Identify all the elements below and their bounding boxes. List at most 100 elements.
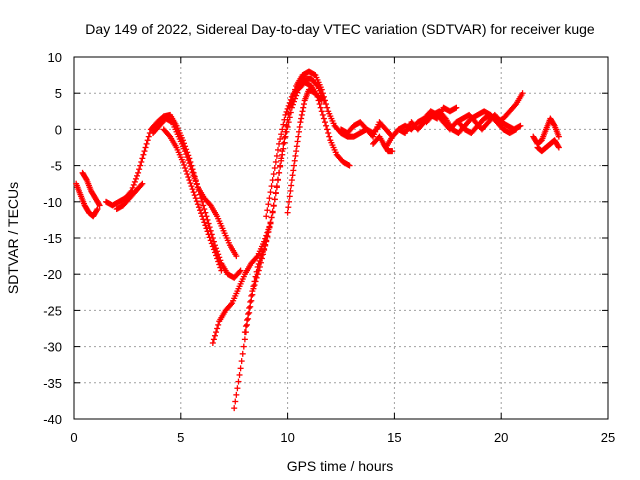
- data-point: [237, 267, 244, 274]
- data-point: [317, 96, 324, 103]
- data-point: [313, 81, 320, 88]
- data-point: [297, 119, 304, 126]
- data-point: [139, 180, 146, 187]
- data-point: [281, 116, 288, 123]
- data-point: [255, 260, 262, 267]
- data-point: [513, 126, 520, 133]
- data-point: [266, 195, 273, 202]
- data-point: [202, 222, 209, 229]
- data-point: [284, 105, 291, 112]
- data-point: [268, 214, 275, 221]
- data-point: [292, 152, 299, 159]
- data-point: [238, 358, 245, 365]
- data-point: [218, 267, 225, 274]
- data-point: [131, 178, 138, 185]
- y-axis-label: SDTVAR / TECUs: [5, 182, 21, 294]
- data-point: [183, 151, 190, 158]
- data-point: [282, 111, 289, 118]
- data-point: [300, 104, 307, 111]
- data-point: [296, 123, 303, 130]
- data-point: [291, 162, 298, 169]
- x-axis-label: GPS time / hours: [287, 458, 394, 474]
- series-arc-10: [263, 75, 327, 220]
- data-point: [186, 177, 193, 184]
- data-point: [441, 114, 448, 121]
- data-point: [209, 243, 216, 250]
- data-point: [286, 193, 293, 200]
- data-point: [260, 248, 267, 255]
- data-point: [182, 165, 189, 172]
- data-point: [317, 104, 324, 111]
- data-point: [244, 317, 251, 324]
- data-point: [215, 258, 222, 265]
- data-point: [236, 371, 243, 378]
- data-point: [241, 329, 248, 336]
- data-point: [96, 202, 103, 209]
- data-point: [298, 111, 305, 118]
- data-point: [138, 181, 145, 188]
- data-point: [132, 175, 139, 182]
- data-point: [83, 175, 90, 182]
- data-point: [140, 151, 147, 158]
- y-tick-label: -15: [43, 231, 62, 246]
- data-point: [227, 301, 234, 308]
- data-point: [326, 133, 333, 140]
- data-point: [203, 225, 210, 232]
- data-point: [288, 182, 295, 189]
- data-point: [265, 228, 272, 235]
- data-point: [204, 228, 211, 235]
- data-point: [136, 166, 143, 173]
- data-point: [318, 108, 325, 115]
- series-arc-7: [209, 220, 274, 346]
- data-point: [291, 157, 298, 164]
- data-point: [512, 102, 519, 109]
- data-point: [214, 325, 221, 332]
- y-tick-label: -40: [43, 412, 62, 427]
- series-arc-16: [455, 111, 520, 137]
- data-point: [517, 122, 524, 129]
- data-point: [286, 99, 293, 106]
- y-tick-label: -5: [50, 159, 62, 174]
- data-point: [205, 231, 212, 238]
- data-point: [271, 196, 278, 203]
- data-point: [207, 237, 214, 244]
- data-point: [318, 97, 325, 104]
- data-point: [284, 209, 291, 216]
- y-tick-label: 5: [55, 86, 62, 101]
- series-arc-1: [73, 180, 101, 220]
- data-point: [210, 336, 217, 343]
- data-point: [233, 391, 240, 398]
- x-tick-label: 25: [601, 430, 615, 445]
- data-point: [191, 192, 198, 199]
- series-arc-5: [150, 115, 240, 260]
- data-point: [190, 189, 197, 196]
- data-point: [253, 268, 260, 275]
- data-point: [277, 162, 284, 169]
- data-point: [191, 175, 198, 182]
- data-point: [290, 167, 297, 174]
- data-point: [258, 251, 265, 258]
- x-tick-label: 5: [177, 430, 184, 445]
- data-point: [145, 133, 152, 140]
- data-point: [248, 292, 255, 299]
- data-point: [278, 155, 285, 162]
- data-point: [247, 298, 254, 305]
- data-point: [265, 201, 272, 208]
- data-point: [555, 144, 562, 151]
- x-tick-label: 0: [70, 430, 77, 445]
- data-point: [321, 119, 328, 126]
- data-point: [187, 163, 194, 170]
- data-point: [261, 245, 268, 252]
- data-point: [295, 133, 302, 140]
- data-point: [294, 138, 301, 145]
- data-point: [206, 234, 213, 241]
- data-point: [234, 385, 241, 392]
- data-point: [295, 128, 302, 135]
- data-point: [287, 187, 294, 194]
- data-point: [199, 198, 206, 205]
- data-point: [252, 273, 259, 280]
- data-point: [266, 224, 273, 231]
- data-point: [323, 101, 330, 108]
- data-point: [264, 207, 271, 214]
- data-point: [254, 263, 261, 270]
